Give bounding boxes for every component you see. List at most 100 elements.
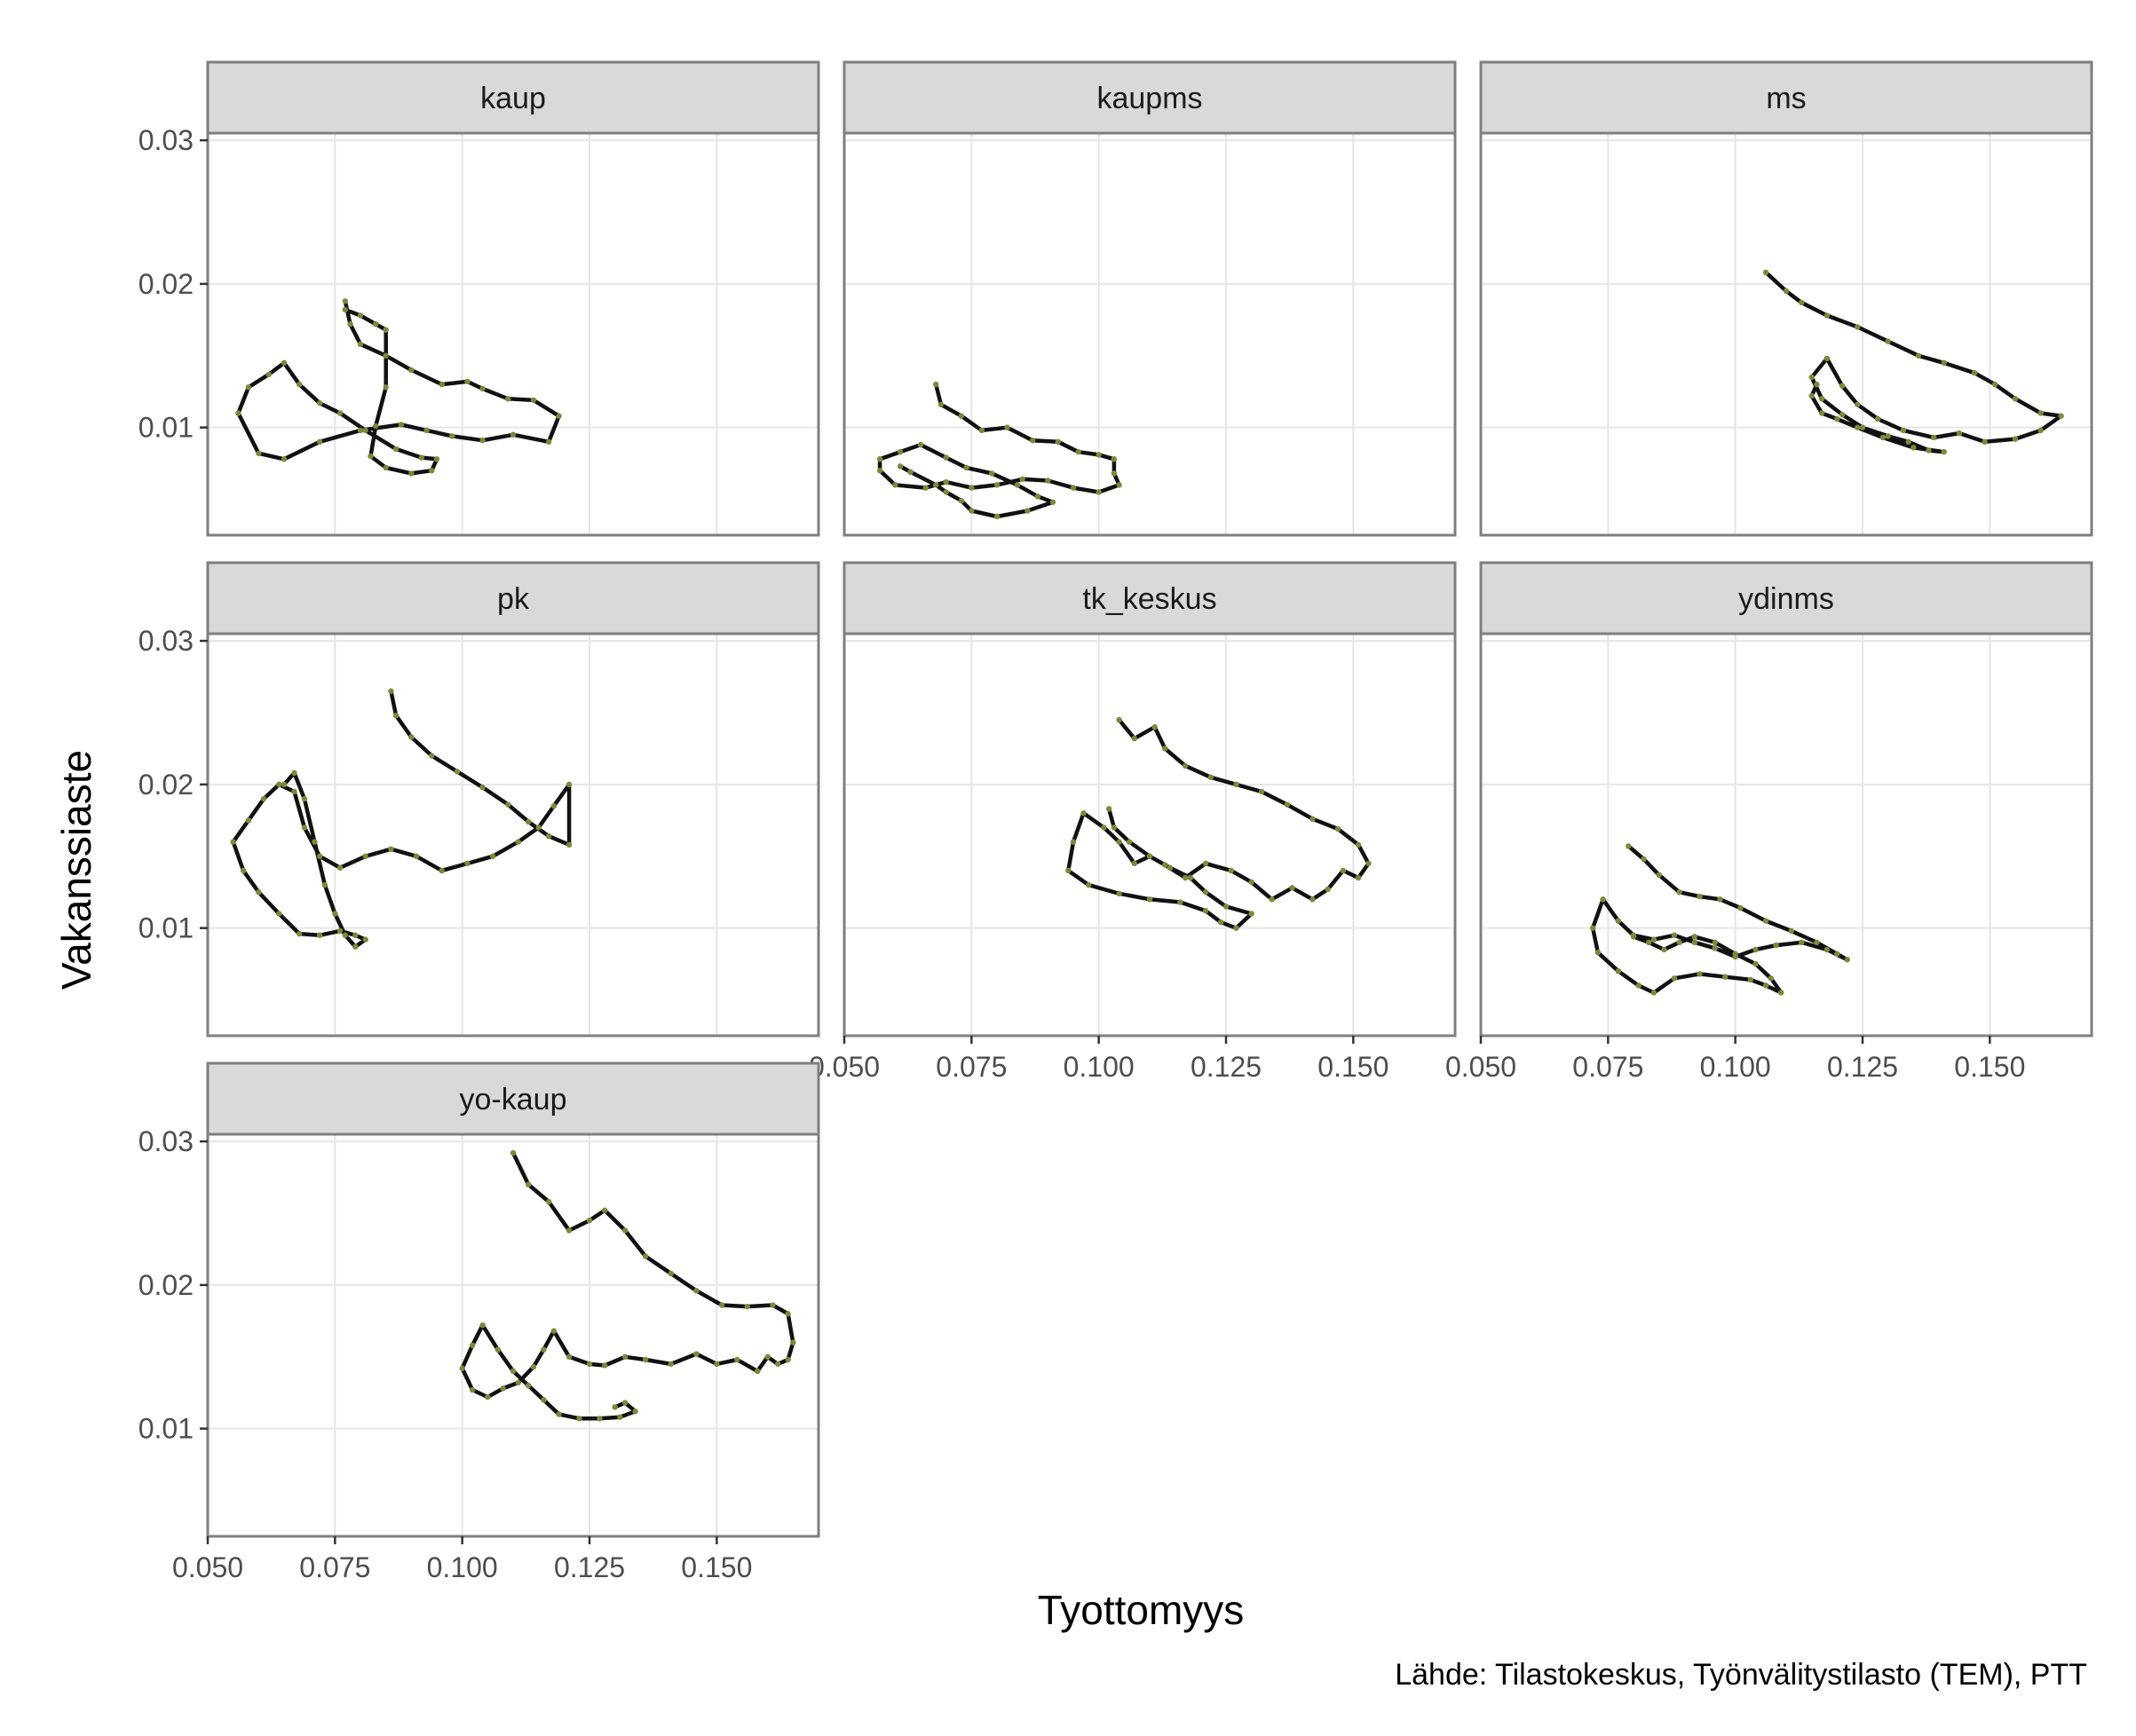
panel-yo-kaup: yo-kaup 0.01 0.02 0.03 0.050 0.075 0.100 0.125 0…: [138, 1061, 820, 1583]
panel-border: [843, 632, 1457, 1038]
data-point: [230, 839, 236, 845]
data-point: [449, 433, 455, 439]
data-point: [291, 769, 297, 777]
data-point: [1941, 448, 1947, 455]
data-point: [1269, 896, 1275, 903]
data-point: [1167, 864, 1174, 871]
data-point: [2037, 410, 2044, 416]
data-point: [1258, 788, 1265, 795]
data-point: [1879, 434, 1887, 441]
y-tick-label: 0.03: [138, 1125, 194, 1157]
x-axis-title: Tyottomyys: [1038, 1587, 1245, 1633]
data-point: [1661, 946, 1667, 953]
data-point: [1646, 939, 1652, 946]
data-point: [464, 860, 471, 867]
data-point: [1111, 825, 1118, 831]
data-point: [1818, 410, 1825, 416]
data-point: [1248, 911, 1254, 917]
panel-pk: pk 0.01 0.02 0.03: [138, 561, 820, 1038]
data-point: [291, 788, 297, 795]
data-point: [297, 381, 303, 388]
data-point: [1615, 918, 1622, 924]
data-point: [297, 930, 303, 937]
data-point: [1070, 839, 1077, 845]
data-point: [790, 1339, 796, 1345]
data-point: [418, 454, 424, 461]
data-point: [526, 1382, 532, 1389]
data-point: [1875, 415, 1881, 422]
data-point: [281, 781, 288, 788]
y-tick-label: 0.03: [138, 625, 194, 657]
series-path: [877, 383, 1121, 519]
y-tick-label: 0.01: [138, 912, 194, 944]
data-point: [1019, 476, 1025, 483]
data-point: [235, 410, 241, 416]
data-point: [774, 1361, 781, 1368]
data-point: [245, 817, 252, 824]
data-point: [1004, 424, 1010, 430]
data-point: [1182, 874, 1189, 881]
data-point: [989, 470, 995, 477]
data-point: [1101, 825, 1107, 831]
data-point: [2058, 413, 2064, 419]
data-point: [485, 1393, 491, 1401]
data-point: [1905, 438, 1911, 446]
data-point: [1202, 889, 1209, 896]
data-point: [1116, 716, 1122, 723]
data-point: [408, 367, 415, 374]
data-point: [1600, 896, 1606, 903]
data-point: [770, 1302, 776, 1308]
data-point: [362, 936, 368, 943]
data-point: [1615, 967, 1622, 975]
data-point: [342, 932, 348, 938]
data-point: [500, 1385, 506, 1392]
data-point: [383, 464, 389, 471]
data-point: [1233, 925, 1239, 931]
data-point: [1855, 324, 1861, 330]
data-point: [1182, 762, 1189, 769]
data-point: [459, 1365, 465, 1371]
data-point: [621, 1400, 629, 1406]
data-point: [439, 867, 445, 874]
data-point: [336, 864, 344, 871]
data-point: [617, 1414, 623, 1420]
data-point: [265, 371, 272, 377]
x-tick-label: 0.100: [427, 1551, 498, 1583]
panel-border: [206, 131, 820, 537]
data-point: [276, 911, 282, 917]
data-point: [312, 839, 318, 845]
x-tick-label: 0.050: [172, 1551, 243, 1583]
data-point: [1824, 946, 1831, 953]
data-point: [1844, 957, 1850, 963]
data-point: [1111, 470, 1118, 477]
data-point: [1855, 424, 1861, 430]
data-point: [1783, 288, 1790, 295]
data-point: [1146, 896, 1153, 903]
panel-border: [206, 1132, 820, 1538]
data-point: [1747, 976, 1754, 983]
panel-border: [843, 131, 1457, 537]
data-point: [1752, 946, 1759, 953]
data-point: [876, 467, 883, 474]
strip-label: kaupms: [1096, 82, 1202, 115]
data-point: [1045, 477, 1051, 484]
data-point: [668, 1361, 674, 1368]
data-point: [612, 1404, 618, 1410]
data-point: [281, 359, 288, 367]
data-point: [943, 478, 949, 485]
data-point: [1737, 904, 1744, 911]
data-point: [388, 846, 394, 852]
strip-label: ms: [1766, 82, 1806, 115]
data-point: [1691, 939, 1698, 946]
series-path: [231, 690, 572, 949]
data-point: [515, 1379, 521, 1386]
data-point: [2012, 436, 2019, 442]
data-point: [373, 422, 379, 430]
x-tick-label: 0.075: [299, 1551, 370, 1583]
data-point: [545, 832, 552, 840]
data-point: [245, 384, 252, 391]
data-point: [1116, 482, 1122, 488]
data-point: [1131, 860, 1138, 867]
data-point: [734, 1356, 740, 1363]
